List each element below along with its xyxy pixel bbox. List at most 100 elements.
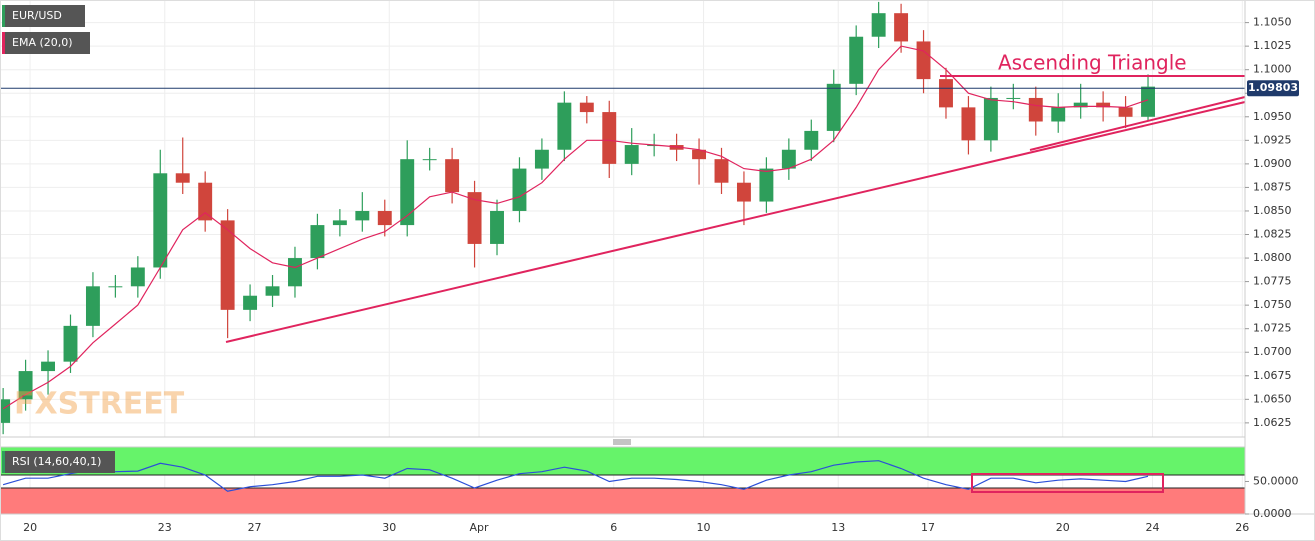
candle-body — [422, 159, 437, 161]
candle-body — [175, 173, 190, 183]
x-tick-label: 30 — [382, 521, 396, 534]
candle-body — [1141, 86, 1155, 117]
candle-body — [1006, 97, 1021, 99]
legend-box[interactable] — [2, 5, 85, 27]
candle-body — [310, 225, 325, 259]
candle-body — [198, 182, 213, 221]
candle-body — [220, 220, 235, 310]
annotation: Ascending Triangle — [998, 51, 1187, 75]
x-tick-label: 23 — [158, 521, 172, 534]
y-tick-label: 1.0675 — [1253, 369, 1292, 382]
y-tick-label: 1.0850 — [1253, 204, 1292, 217]
candle-body — [1118, 107, 1133, 117]
candle-body — [41, 361, 55, 372]
y-tick-label: 1.0800 — [1253, 251, 1292, 264]
y-tick-label: 1.0925 — [1253, 133, 1292, 146]
x-tick-label: 20 — [1056, 521, 1070, 534]
candle-body — [377, 210, 392, 226]
candle-body — [85, 286, 100, 326]
legend-swatch — [2, 451, 5, 473]
rsi-panel — [0, 447, 1245, 514]
candle-body — [759, 168, 774, 202]
candle-body — [1051, 107, 1066, 122]
candle-body — [961, 107, 976, 141]
candle-body — [714, 159, 729, 183]
y-tick-label: 1.1000 — [1253, 63, 1292, 76]
x-tick-label: 27 — [248, 521, 262, 534]
rsi-line — [2, 460, 1149, 492]
candle-body — [781, 149, 796, 169]
candle-body — [355, 210, 370, 221]
y-tick-label: 1.0900 — [1253, 157, 1292, 170]
x-tick-label: 24 — [1146, 521, 1160, 534]
candle-body — [332, 220, 347, 226]
candle-body — [557, 102, 572, 150]
candle-body — [0, 399, 11, 423]
y-tick-label: 1.1050 — [1253, 16, 1292, 29]
candle-body — [804, 130, 819, 150]
candle-body — [445, 159, 460, 193]
candle-body — [400, 159, 415, 226]
candle-body — [108, 286, 123, 288]
x-tick-label: 10 — [697, 521, 711, 534]
candle-body — [692, 149, 707, 160]
x-tick-label: 13 — [831, 521, 845, 534]
candle-body — [490, 210, 504, 244]
candle-body — [467, 192, 482, 244]
candle-body — [871, 13, 886, 37]
candle-body — [736, 182, 751, 202]
y-tick-label: 1.0825 — [1253, 228, 1292, 241]
legend-label: EMA (20,0) — [12, 36, 73, 49]
x-tick-label: 26 — [1235, 521, 1249, 534]
legend-box[interactable] — [2, 451, 115, 473]
candle-body — [265, 286, 280, 296]
candle-body — [1073, 102, 1088, 108]
legend-box[interactable] — [2, 32, 90, 54]
legend-swatch — [2, 5, 5, 27]
x-tick-label: 20 — [23, 521, 37, 534]
candle-body — [826, 83, 841, 131]
candle-body — [849, 36, 864, 84]
y-tick-label: 1.0625 — [1253, 416, 1292, 429]
y-tick-label: 1.0750 — [1253, 298, 1292, 311]
resize-handle[interactable] — [613, 439, 631, 445]
legend-label: EUR/USD — [12, 9, 62, 22]
x-tick-label: 6 — [610, 521, 617, 534]
legend-label: RSI (14,60,40,1) — [12, 455, 101, 468]
candle-body — [624, 145, 639, 164]
candle-body — [1028, 97, 1043, 122]
candle-body — [512, 168, 527, 211]
drawings — [225, 75, 1246, 493]
y-tick-label: 1.0650 — [1253, 392, 1292, 405]
y-tick-label: 1.0875 — [1253, 180, 1292, 193]
watermark: FXSTREET — [14, 387, 185, 422]
candle-body — [63, 325, 78, 362]
candle-body — [243, 295, 258, 310]
last-price-label: 1.09803 — [1248, 81, 1298, 94]
legend-swatch — [2, 32, 5, 54]
trend-line — [1029, 96, 1246, 151]
candle-body — [602, 112, 617, 164]
trend-line — [225, 101, 1246, 343]
y-tick-label: 1.0950 — [1253, 110, 1292, 123]
candle-body — [939, 79, 953, 108]
x-tick-label: Apr — [470, 521, 490, 534]
candle-body — [153, 173, 168, 268]
last-price-badge — [1247, 80, 1299, 97]
y-tick-label: 50.0000 — [1253, 474, 1299, 487]
candle-body — [534, 149, 549, 169]
highlight-box — [971, 473, 1164, 493]
ema-line — [2, 45, 1149, 410]
candle-body — [130, 267, 145, 287]
plot — [0, 1, 1245, 492]
y-tick-label: 1.0700 — [1253, 345, 1292, 358]
candle-body — [579, 102, 594, 113]
candle-body — [1096, 102, 1111, 108]
x-tick-label: 17 — [921, 521, 935, 534]
rsi-overbought-zone — [0, 447, 1245, 475]
y-tick-label: 1.0725 — [1253, 322, 1292, 335]
candle-body — [916, 41, 931, 80]
y-tick-label: 1.0775 — [1253, 275, 1292, 288]
y-tick-label: 0.0000 — [1253, 507, 1292, 520]
